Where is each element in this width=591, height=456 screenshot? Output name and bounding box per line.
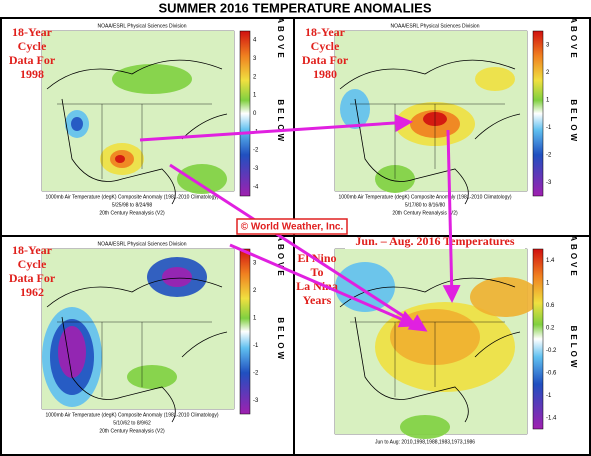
- anomaly-blob: [112, 64, 192, 94]
- colorbar-label: 4: [253, 38, 257, 44]
- map-header: NOAA/ESRL Physical Sciences Division: [97, 241, 186, 247]
- panel-label: Data For: [302, 53, 349, 67]
- coastline: [339, 277, 521, 423]
- panel-label: 18-Year: [12, 243, 53, 257]
- panel-label: La Nina: [296, 279, 338, 293]
- panel-label: Data For: [9, 271, 56, 285]
- colorbar-label: -0.6: [546, 370, 557, 376]
- title-bg: [345, 235, 525, 249]
- anomaly-blob: [71, 117, 83, 131]
- colorbar-label: 1: [253, 315, 257, 321]
- panel-label: Cycle: [311, 39, 340, 53]
- colorbar-label: 1: [546, 280, 550, 286]
- above-label: ABOVE: [276, 17, 285, 60]
- caption: 5/25/98 to 8/24/98: [112, 202, 153, 208]
- panel-label: Data For: [9, 53, 56, 67]
- panel-label: 1998: [20, 67, 44, 81]
- coastline: [46, 277, 228, 423]
- below-label: BELOW: [276, 317, 285, 362]
- colorbar-label: -4: [253, 184, 259, 190]
- colorbar-label: -1: [546, 125, 552, 131]
- colorbar-label: 1: [253, 93, 257, 99]
- colorbar-label: -3: [253, 398, 259, 404]
- borders: [57, 321, 212, 397]
- panel-title: Jun. – Aug. 2016 Temperatures: [355, 234, 514, 248]
- colorbar-label: -2: [253, 148, 259, 154]
- colorbar-label: 0.6: [546, 303, 555, 309]
- colorbar-label: 2: [253, 288, 257, 294]
- panel-label: 18-Year: [12, 25, 53, 39]
- colorbar-label: 3: [253, 260, 257, 266]
- panel-label: Cycle: [18, 39, 47, 53]
- panel-label: 1962: [20, 285, 44, 299]
- colorbar-label: -1.4: [546, 415, 557, 421]
- colorbar-label: 2: [546, 70, 550, 76]
- anomaly-blob: [475, 67, 515, 91]
- colorbar-label: 3: [253, 56, 257, 62]
- page-title: SUMMER 2016 TEMPERATURE ANOMALIES: [158, 0, 431, 15]
- credit-box: [236, 218, 348, 235]
- panel-label: To: [311, 265, 324, 279]
- coastline: [339, 59, 521, 205]
- caption: 5/17/80 to 8/16/80: [405, 202, 446, 208]
- colorbar-label: -2: [253, 370, 259, 376]
- arrows: [139, 114, 461, 332]
- colorbar-label: 0: [253, 111, 257, 117]
- panel-label: 1980: [313, 67, 337, 81]
- above-label: ABOVE: [569, 17, 578, 60]
- colorbar-label: -3: [546, 180, 552, 186]
- caption: 20th Century Reanalysis (V2): [99, 210, 165, 216]
- anomaly-blob: [340, 89, 370, 129]
- caption: 1000mb Air Temperature (degK) Composite …: [338, 194, 511, 200]
- map-panel: NOAA/ESRL Physical Sciences Division 3 2 1 -…: [9, 235, 285, 434]
- panel-label: 18-Year: [305, 25, 346, 39]
- colorbar-label: 1.4: [546, 258, 555, 264]
- below-label: BELOW: [569, 99, 578, 144]
- caption: 1000mb Air Temperature (degK) Composite …: [45, 194, 218, 200]
- colorbar-label: 0.2: [546, 325, 555, 331]
- credit: © World Weather, Inc.: [241, 222, 344, 233]
- caption: 1000mb Air Temperature (degK) Composite …: [45, 412, 218, 418]
- caption: 20th Century Reanalysis (V2): [99, 428, 165, 434]
- above-label: ABOVE: [569, 235, 578, 278]
- borders: [57, 103, 212, 179]
- anomaly-blob: [127, 365, 177, 389]
- colorbar-label: 3: [546, 42, 550, 48]
- map-panel: NOAA/ESRL Physical Sciences Division 3 2 1 -…: [302, 17, 578, 216]
- anomaly-blob: [470, 277, 540, 317]
- map-panel: NOAA/ESRL Physical Sciences Division 4 3 2 1…: [9, 17, 285, 216]
- below-label: BELOW: [276, 99, 285, 144]
- caption: 5/10/62 to 8/9/62: [113, 420, 151, 426]
- anomaly-blob: [58, 326, 86, 378]
- panel-label: Cycle: [18, 257, 47, 271]
- anomaly-blob: [177, 164, 227, 194]
- colorbar-label: 2: [253, 74, 257, 80]
- colorbar-label: -1: [546, 393, 552, 399]
- anomaly-blob: [400, 415, 450, 439]
- colorbar-label: -2: [546, 152, 552, 158]
- map-header: NOAA/ESRL Physical Sciences Division: [97, 23, 186, 29]
- colorbar: [239, 30, 251, 197]
- colorbar-label: -3: [253, 166, 259, 172]
- map-panel: NOAA/ESRL Physical Sciences Division1.41…: [296, 234, 578, 446]
- anomaly-blob: [162, 267, 192, 287]
- caption: Jun to Aug: 2010,1998,1988,1983,1973,198…: [375, 439, 475, 445]
- anomaly-blob: [115, 155, 125, 163]
- map-header: NOAA/ESRL Physical Sciences Division: [390, 23, 479, 29]
- colorbar: [532, 248, 544, 430]
- panel-label: Years: [303, 293, 332, 307]
- colorbar-label: -0.2: [546, 348, 557, 354]
- below-label: BELOW: [569, 326, 578, 371]
- caption: 20th Century Reanalysis (V2): [392, 210, 458, 216]
- colorbar-label: -1: [253, 343, 259, 349]
- colorbar: [532, 30, 544, 197]
- above-label: ABOVE: [276, 235, 285, 278]
- colorbar: [239, 248, 251, 415]
- colorbar-label: 1: [546, 97, 550, 103]
